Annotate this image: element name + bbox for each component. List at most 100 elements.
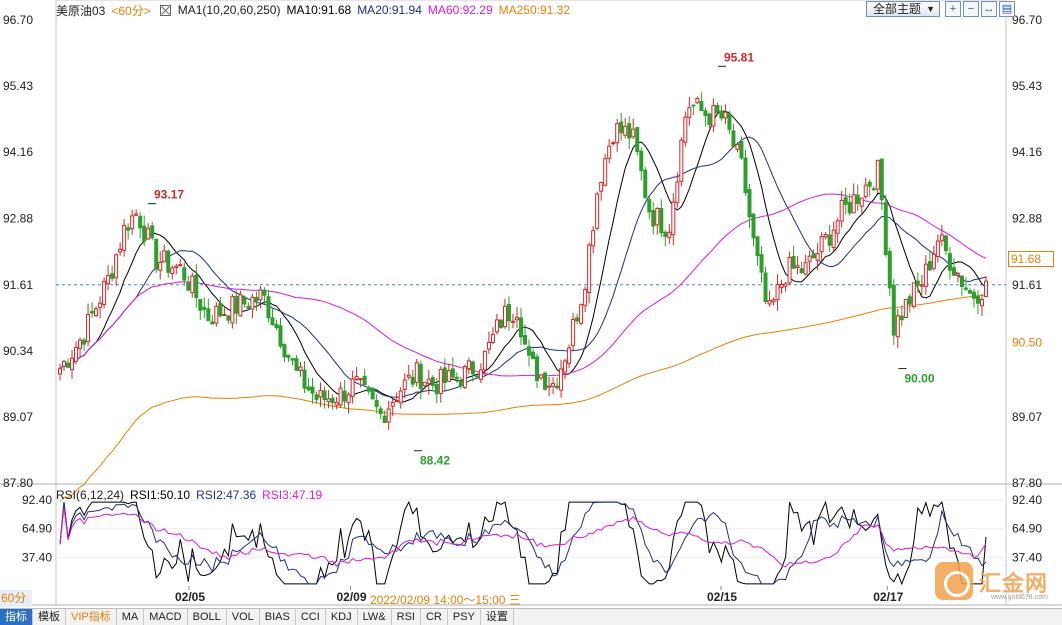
candle-body bbox=[74, 346, 79, 362]
candle-body bbox=[583, 288, 588, 306]
candle-body bbox=[663, 231, 668, 237]
candle-body bbox=[627, 123, 632, 139]
candle-body bbox=[559, 368, 564, 391]
candle-body bbox=[755, 236, 760, 257]
candle-body bbox=[86, 313, 91, 343]
candle-body bbox=[543, 372, 548, 390]
tab-templates[interactable]: 模板 bbox=[33, 609, 66, 625]
candle-body bbox=[274, 323, 279, 329]
tab-cr[interactable]: CR bbox=[421, 609, 448, 625]
tab-kdj[interactable]: KDJ bbox=[326, 609, 358, 625]
candle-body bbox=[114, 254, 119, 279]
candle-body bbox=[771, 299, 776, 303]
candle-body bbox=[370, 387, 375, 400]
candle-body bbox=[591, 230, 596, 247]
tab-rsi[interactable]: RSI bbox=[392, 609, 421, 625]
candle-body bbox=[414, 362, 419, 383]
pan-button[interactable]: ↔ bbox=[981, 1, 997, 17]
candle-body bbox=[410, 376, 415, 385]
candle-body bbox=[739, 141, 744, 159]
tab-vol[interactable]: VOL bbox=[227, 609, 260, 625]
candle-body bbox=[959, 275, 964, 287]
tab-settings[interactable]: 设置 bbox=[481, 609, 514, 625]
candle-body bbox=[310, 386, 315, 394]
candle-body bbox=[847, 201, 852, 214]
candle-body bbox=[651, 210, 656, 227]
candle-body bbox=[462, 366, 467, 388]
candle-body bbox=[138, 215, 143, 229]
candle-body bbox=[438, 368, 443, 394]
ma60-value: MA60:92.29 bbox=[427, 3, 493, 17]
candle-body bbox=[194, 274, 199, 298]
candle-body bbox=[302, 369, 307, 389]
indicator-toggle-icon[interactable] bbox=[159, 4, 171, 16]
candle-body bbox=[883, 202, 888, 256]
tab-ma[interactable]: MA bbox=[117, 609, 145, 625]
watermark-name: 汇金网 bbox=[979, 571, 1049, 596]
candle-body bbox=[819, 236, 824, 253]
ma10-value: MA10:91.68 bbox=[286, 3, 352, 17]
rsi-axis-right-label: 64.90 bbox=[1012, 522, 1042, 536]
candle-body bbox=[711, 104, 716, 127]
candle-body bbox=[402, 379, 407, 390]
x-axis-label: 02/17 bbox=[873, 590, 903, 604]
tab-indicators[interactable]: 指标 bbox=[0, 609, 33, 625]
candle-body bbox=[807, 255, 812, 262]
tab-boll[interactable]: BOLL bbox=[188, 609, 227, 625]
candle-body bbox=[134, 213, 139, 216]
y-axis-left-label: 92.88 bbox=[3, 212, 33, 226]
candle-body bbox=[523, 335, 527, 345]
rsi1-line bbox=[59, 500, 987, 586]
candle-body bbox=[450, 368, 455, 378]
annotation-high: 95.81 bbox=[724, 50, 754, 64]
candle-body bbox=[855, 194, 860, 205]
candle-body bbox=[282, 344, 287, 358]
tab-vip-indicators[interactable]: VIP指标 bbox=[66, 609, 117, 625]
symbol-name: 美原油03 bbox=[56, 3, 106, 18]
candle-body bbox=[955, 273, 960, 276]
candle-body bbox=[70, 357, 75, 371]
candle-body bbox=[599, 181, 604, 192]
candle-body bbox=[547, 385, 552, 388]
candle-body bbox=[743, 157, 748, 194]
candle-body bbox=[735, 143, 740, 150]
chart-grid bbox=[0, 0, 1062, 606]
period-label[interactable]: <60分> bbox=[111, 3, 151, 18]
zoom-in-button[interactable]: + bbox=[945, 1, 961, 17]
tab-macd[interactable]: MACD bbox=[144, 609, 188, 625]
tab-cci[interactable]: CCI bbox=[296, 609, 326, 625]
rsi2-value: RSI2:47.36 bbox=[196, 488, 257, 502]
candle-body bbox=[502, 305, 507, 328]
candle-body bbox=[106, 275, 111, 284]
candle-body bbox=[266, 296, 271, 319]
candle-body bbox=[603, 158, 608, 186]
rsi-panel: 92.40 64.90 37.40 92.40 64.90 37.40 bbox=[22, 493, 1042, 586]
candle-body bbox=[671, 201, 676, 236]
y-axis-left-label: 87.80 bbox=[3, 476, 33, 490]
candle-body bbox=[318, 389, 323, 398]
theme-dropdown[interactable]: 全部主题 ▼ bbox=[866, 1, 940, 17]
layout-button[interactable]: ▤ bbox=[999, 1, 1015, 17]
tab-bias[interactable]: BIAS bbox=[260, 609, 296, 625]
candle-body bbox=[675, 181, 680, 204]
candle-body bbox=[314, 394, 319, 400]
candle-body bbox=[486, 341, 491, 350]
candle-body bbox=[394, 400, 399, 403]
annotation-low: 88.42 bbox=[420, 454, 450, 468]
candle-body bbox=[390, 402, 395, 407]
y-axis-left-label: 95.43 bbox=[3, 79, 33, 93]
timeframe-selector[interactable]: 60分 ▲ bbox=[0, 590, 32, 622]
candle-body bbox=[434, 383, 439, 395]
candle-body bbox=[146, 227, 151, 240]
candle-body bbox=[202, 306, 207, 310]
rsi-axis-right-label: 92.40 bbox=[1012, 493, 1042, 507]
tab-lw[interactable]: LW& bbox=[358, 609, 392, 625]
candle-body bbox=[238, 294, 243, 317]
zoom-out-button[interactable]: − bbox=[963, 1, 979, 17]
candle-body bbox=[587, 244, 592, 294]
candle-body bbox=[659, 207, 664, 234]
price-axes: 96.70 95.43 94.16 92.88 91.61 90.34 89.07 87.80… bbox=[3, 13, 1042, 490]
candle-body bbox=[346, 394, 351, 404]
tab-psy[interactable]: PSY bbox=[448, 609, 481, 625]
